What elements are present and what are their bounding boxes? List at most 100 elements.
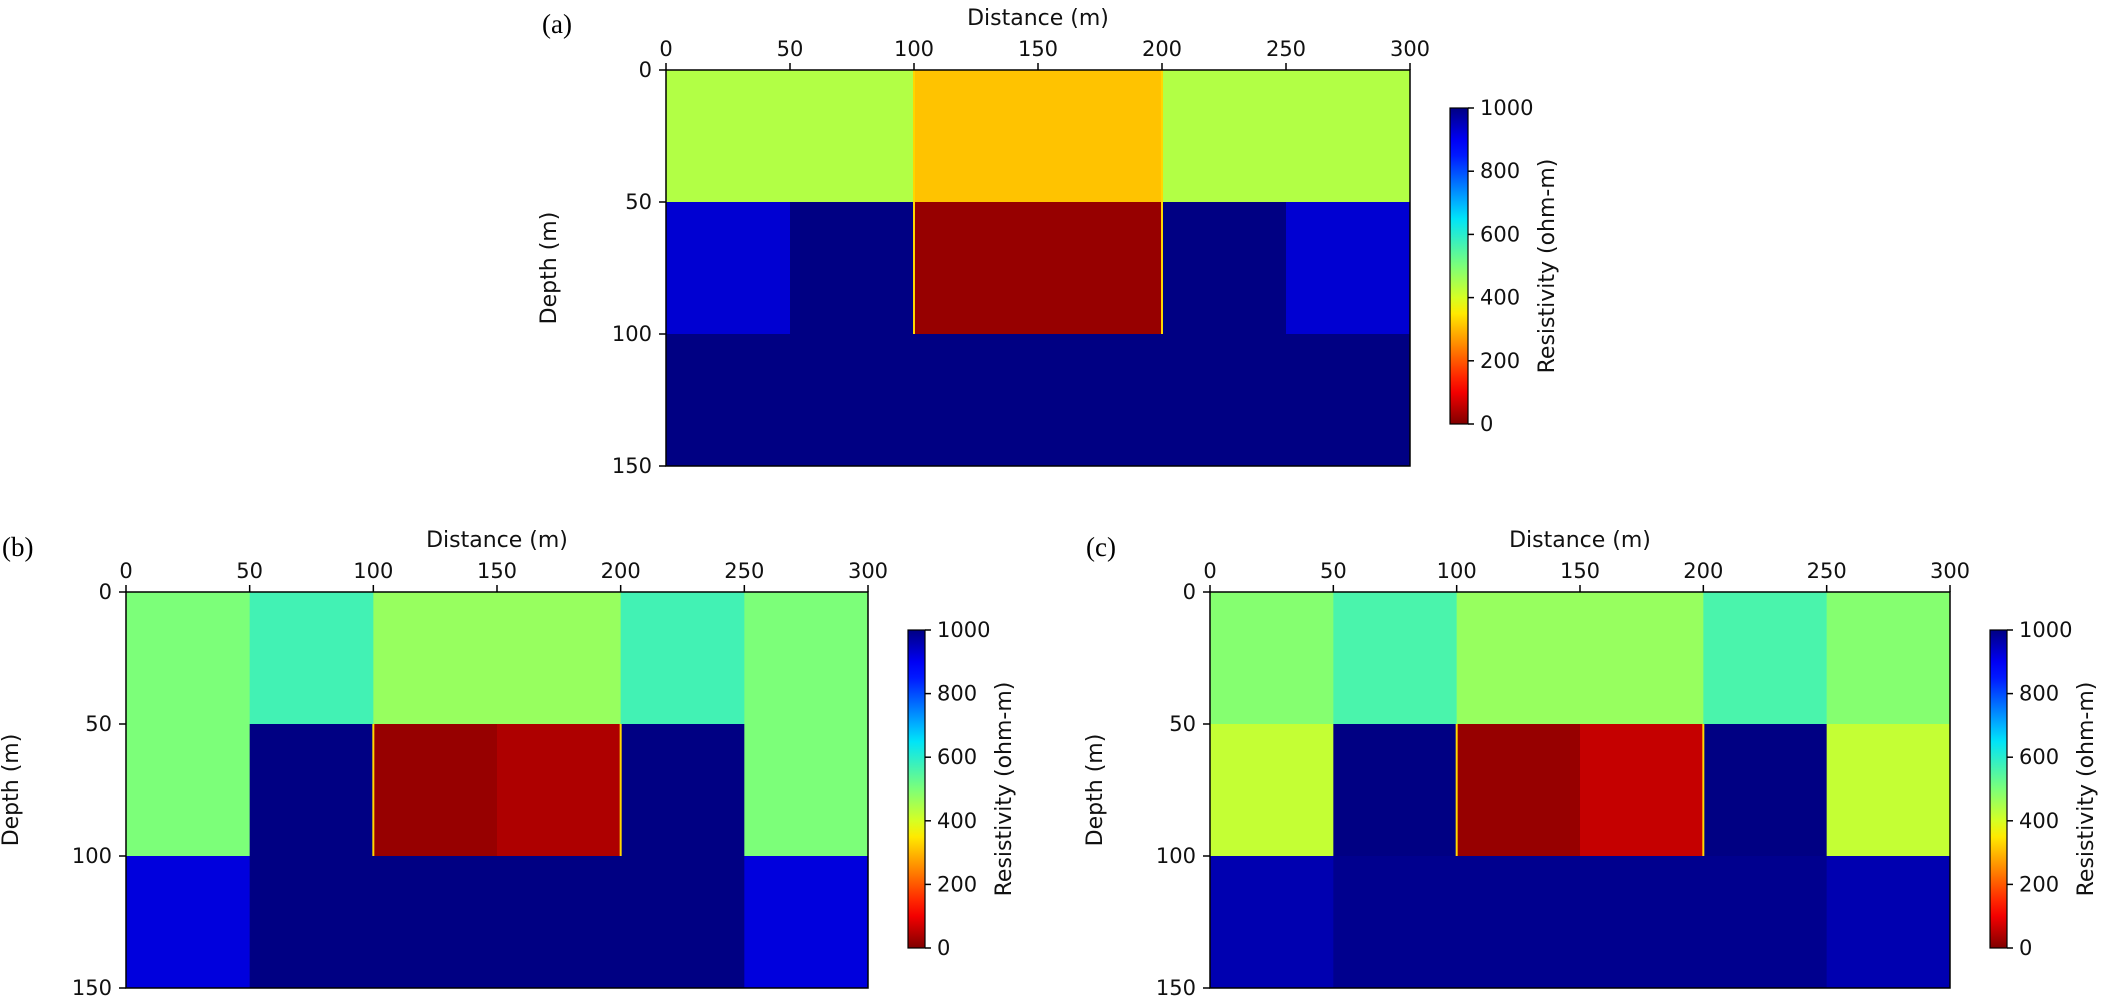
y-tick-label: 0	[1183, 580, 1196, 604]
heatmap-cell	[1210, 856, 1334, 989]
panel-0: 0 50 100 150 200 250 300 Distance (m) 0 50 100 150 D…	[537, 6, 1560, 478]
colorbar-label: Resistivity (ohm-m)	[2074, 682, 2099, 897]
colorbar-tick-label: 800	[2019, 682, 2059, 706]
y-tick-label: 150	[72, 976, 112, 1000]
heatmap-cell	[126, 856, 251, 989]
panel-label: (b)	[2, 532, 33, 562]
heatmap-cell	[1333, 592, 1458, 725]
x-tick-label: 300	[848, 559, 888, 583]
heatmap-cell	[497, 724, 622, 857]
heatmap-cell	[1826, 592, 1951, 725]
y-tick-label: 150	[612, 454, 652, 478]
y-tick-label: 50	[625, 190, 652, 214]
heatmap-cell	[914, 70, 1039, 203]
colorbar-tick-label: 400	[1480, 286, 1520, 310]
x-axis-title: Distance (m)	[967, 6, 1109, 31]
heatmap-cell	[1703, 724, 1828, 857]
heatmap-cell	[1456, 856, 1581, 989]
y-tick-label: 150	[1156, 976, 1196, 1000]
x-tick-label: 150	[1018, 37, 1058, 61]
heatmap-cell	[790, 202, 915, 335]
heatmap-cell	[744, 592, 869, 725]
heatmap-cell	[373, 592, 498, 725]
colorbar-tick-label: 200	[2019, 872, 2059, 896]
panel-1: 0 50 100 150 200 250 300 Distance (m) 0 50 100 150 D…	[0, 528, 1017, 1000]
heatmap-cell	[666, 70, 791, 203]
heatmap-cell	[1038, 202, 1163, 335]
panel-label: (c)	[1086, 532, 1116, 562]
x-tick-label: 50	[1320, 559, 1347, 583]
colorbar-label: Resistivity (ohm-m)	[1535, 159, 1560, 374]
x-tick-label: 250	[1807, 559, 1847, 583]
colorbar-gradient	[907, 629, 926, 949]
panel-2: 0 50 100 150 200 250 300 Distance (m) 0 50 100 150 D…	[1083, 528, 2099, 1000]
colorbar: 0 200 400 600 800 1000 Resistivity (ohm-m)	[907, 618, 1017, 960]
heatmap-cell	[373, 856, 498, 989]
heatmap-cell	[1286, 70, 1411, 203]
y-tick-label: 100	[612, 322, 652, 346]
heatmap-cells	[126, 592, 869, 989]
colorbar-tick-label: 1000	[1480, 96, 1533, 120]
colorbar-tick-label: 800	[1480, 159, 1520, 183]
heatmap-cell	[744, 856, 869, 989]
heatmap-cell	[1580, 592, 1704, 725]
x-tick-label: 300	[1390, 37, 1430, 61]
x-tick-label: 100	[894, 37, 934, 61]
heatmap-cell	[790, 334, 915, 467]
heatmap-cell	[914, 202, 1039, 335]
colorbar-label: Resistivity (ohm-m)	[992, 682, 1017, 897]
colorbar-tick-label: 400	[937, 809, 977, 833]
heatmap-cell	[1210, 724, 1334, 857]
x-tick-label: 200	[1142, 37, 1182, 61]
colorbar-tick-label: 600	[937, 745, 977, 769]
heatmap-cell	[620, 724, 745, 857]
y-tick-label: 0	[639, 58, 652, 82]
y-tick-label: 50	[1169, 712, 1196, 736]
heatmap-cell	[1703, 592, 1828, 725]
colorbar-tick-label: 0	[937, 936, 950, 960]
heatmap-cell	[666, 334, 791, 467]
colorbar-tick-label: 400	[2019, 809, 2059, 833]
heatmap-cell	[790, 70, 915, 203]
heatmap-cell	[1162, 70, 1287, 203]
heatmap-cell	[1333, 724, 1458, 857]
heatmap-cells	[1210, 592, 1951, 989]
x-tick-label: 0	[659, 37, 672, 61]
heatmap-cell	[249, 856, 374, 989]
colorbar: 0 200 400 600 800 1000 Resistivity (ohm-m)	[1989, 618, 2099, 960]
x-tick-label: 50	[777, 37, 804, 61]
x-tick-label: 200	[601, 559, 641, 583]
heatmap-cell	[1456, 724, 1581, 857]
heatmap-cell	[1286, 334, 1411, 467]
heatmap-cell	[1286, 202, 1411, 335]
heatmap-cell	[373, 724, 498, 857]
heatmap-cell	[1580, 856, 1704, 989]
x-tick-label: 100	[353, 559, 393, 583]
colorbar-tick-label: 0	[1480, 412, 1493, 436]
heatmap-cell	[620, 856, 745, 989]
heatmap-cell	[1333, 856, 1458, 989]
heatmap-cell	[1162, 202, 1287, 335]
heatmap-cell	[249, 724, 374, 857]
heatmap-cell	[744, 724, 869, 857]
colorbar-tick-label: 600	[1480, 222, 1520, 246]
y-axis-title: Depth (m)	[537, 212, 562, 325]
heatmap-cell	[126, 592, 251, 725]
heatmap-cell	[1826, 856, 1951, 989]
heatmap-cells	[666, 70, 1411, 467]
y-tick-label: 0	[99, 580, 112, 604]
colorbar-tick-label: 600	[2019, 745, 2059, 769]
heatmap-cell	[126, 724, 251, 857]
y-axis-title: Depth (m)	[0, 734, 24, 847]
x-tick-label: 300	[1930, 559, 1970, 583]
x-axis-title: Distance (m)	[426, 528, 568, 553]
y-tick-label: 100	[72, 844, 112, 868]
colorbar-tick-label: 200	[937, 872, 977, 896]
colorbar-gradient	[1449, 107, 1469, 425]
heatmap-cell	[1703, 856, 1828, 989]
heatmap-cell	[1826, 724, 1951, 857]
x-tick-label: 200	[1683, 559, 1723, 583]
x-tick-label: 0	[1203, 559, 1216, 583]
x-tick-label: 250	[1266, 37, 1306, 61]
